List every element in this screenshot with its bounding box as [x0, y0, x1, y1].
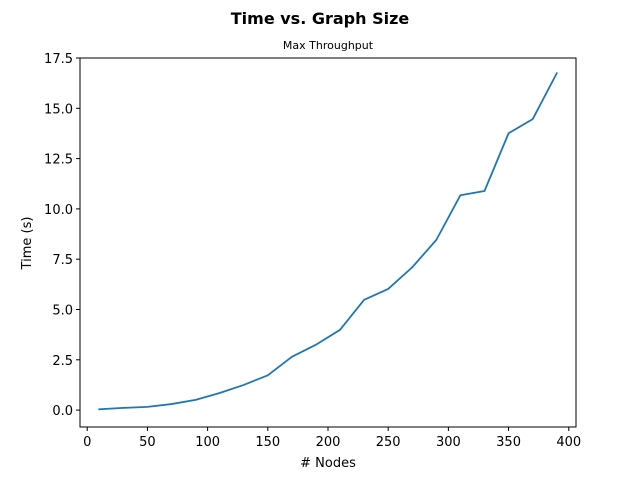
- y-axis: 0.0 2.5 5.0 7.5 10.0 12.5 15.0 17.5: [44, 52, 80, 419]
- x-axis-label: # Nodes: [300, 456, 356, 471]
- plot-frame: [79, 57, 577, 428]
- y-tick-label: 15.0: [44, 102, 73, 117]
- y-tick-label: 5.0: [52, 303, 73, 318]
- y-tick-label: 0.0: [52, 404, 73, 419]
- x-axis: 0 50 100 150 200 250 300 350 400: [83, 427, 581, 450]
- chart-subtitle: Max Throughput: [283, 39, 374, 52]
- series-line-0: [98, 72, 558, 411]
- y-tick-label: 7.5: [52, 253, 73, 268]
- y-tick-label: 12.5: [44, 153, 73, 168]
- x-tick-label: 50: [139, 435, 156, 450]
- x-tick-label: 0: [83, 435, 91, 450]
- y-tick-label: 2.5: [52, 354, 73, 369]
- x-tick-label: 200: [316, 435, 341, 450]
- plot-area: [98, 72, 558, 411]
- chart-title: Time vs. Graph Size: [231, 9, 410, 28]
- y-tick-label: 10.0: [44, 203, 73, 218]
- x-tick-label: 300: [436, 435, 461, 450]
- x-tick-label: 100: [195, 435, 220, 450]
- y-tick-label: 17.5: [44, 52, 73, 67]
- x-tick-label: 400: [556, 435, 581, 450]
- x-tick-label: 350: [496, 435, 521, 450]
- x-tick-label: 250: [376, 435, 401, 450]
- x-tick-label: 150: [255, 435, 280, 450]
- y-axis-label: Time (s): [20, 217, 35, 271]
